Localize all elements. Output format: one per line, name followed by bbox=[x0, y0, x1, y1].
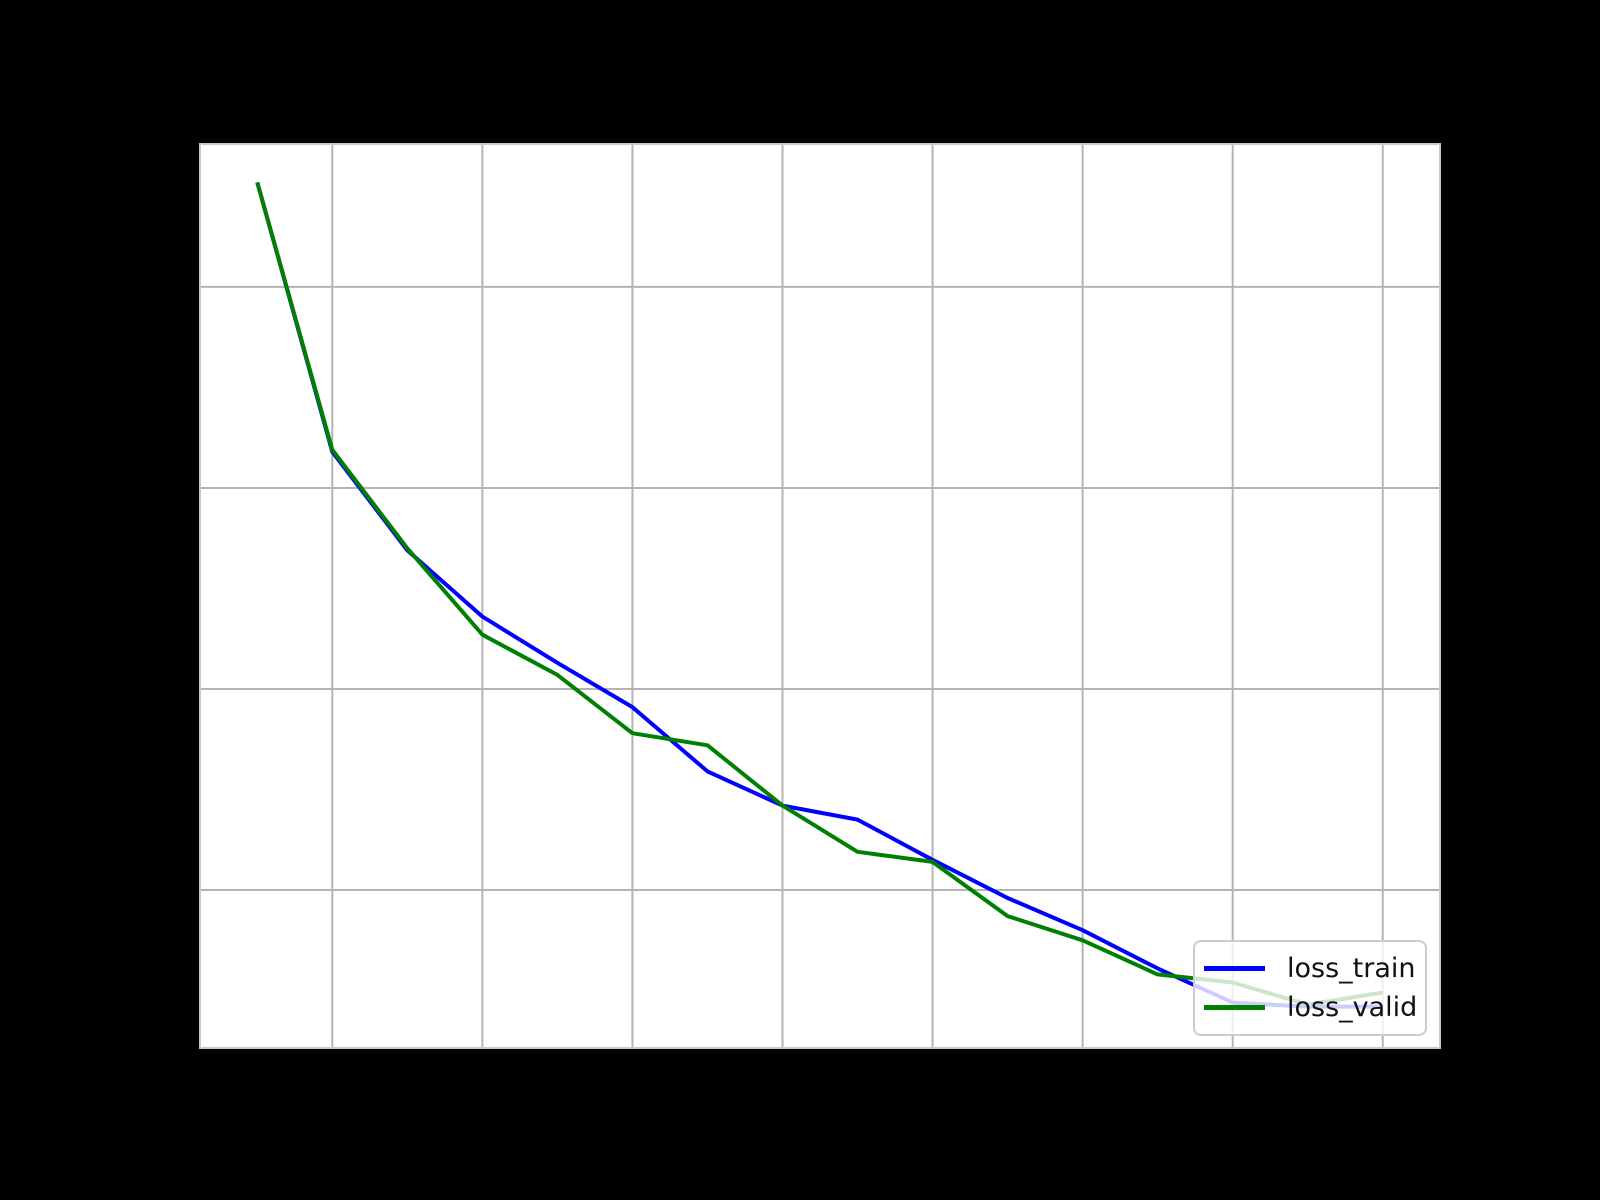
loss-train-line-swatch bbox=[1204, 965, 1265, 971]
legend-label-loss-train: loss_train bbox=[1287, 952, 1416, 984]
legend: loss_train loss_valid bbox=[1193, 940, 1427, 1036]
loss-curves-svg bbox=[201, 145, 1439, 1047]
plot-area: loss_train loss_valid bbox=[199, 143, 1441, 1049]
legend-label-loss-valid: loss_valid bbox=[1287, 992, 1418, 1024]
loss-valid-line-swatch bbox=[1204, 1005, 1265, 1011]
loss_train-line bbox=[255, 181, 1383, 1009]
loss_valid-line bbox=[255, 181, 1384, 1007]
legend-entry-loss-valid: loss_valid bbox=[1204, 994, 1425, 1021]
legend-entry-loss-train: loss_train bbox=[1204, 955, 1425, 982]
